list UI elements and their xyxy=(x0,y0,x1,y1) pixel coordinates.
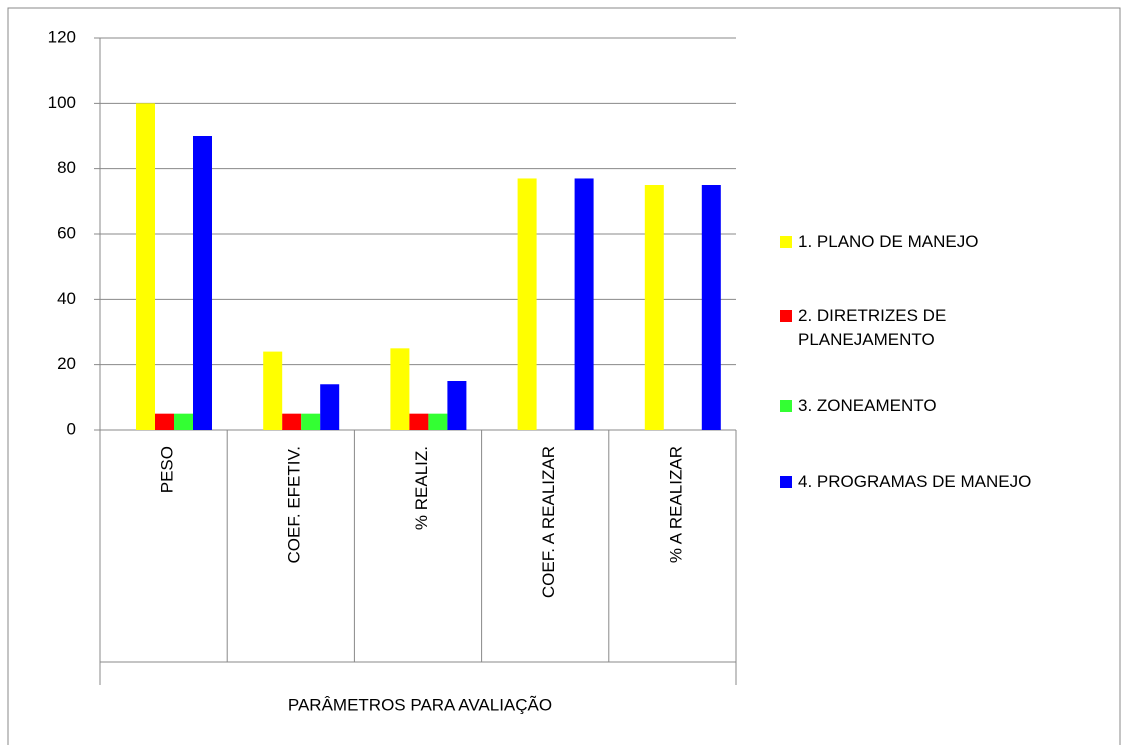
bar xyxy=(701,185,721,430)
bar xyxy=(574,178,594,430)
bar xyxy=(320,384,340,430)
bar xyxy=(263,351,283,430)
y-tick-label: 120 xyxy=(48,27,76,46)
legend-label: 1. PLANO DE MANEJO xyxy=(798,232,979,251)
legend-label: 2. DIRETRIZES DE PLANEJAMENTO xyxy=(798,306,947,349)
x-tick-label: COEF. EFETIV. xyxy=(285,446,304,563)
legend-entry: 1. PLANO DE MANEJO xyxy=(780,232,1110,254)
y-tick-label: 40 xyxy=(57,289,76,308)
x-tick-label: % A REALIZAR xyxy=(666,446,685,563)
bar xyxy=(282,413,302,430)
x-axis-label: PARÂMETROS PARA AVALIAÇÃO xyxy=(288,695,552,714)
legend-swatch xyxy=(780,310,792,322)
y-tick-label: 20 xyxy=(57,354,76,373)
y-tick-label: 60 xyxy=(57,223,76,242)
bar xyxy=(301,413,321,430)
y-tick-label: 0 xyxy=(67,419,76,438)
bar xyxy=(447,381,467,430)
legend-swatch xyxy=(780,400,792,412)
x-tick-label: PESO xyxy=(157,446,176,493)
bar xyxy=(428,413,448,430)
frame xyxy=(7,7,1121,745)
legend-entry: 3. ZONEAMENTO xyxy=(780,396,1110,418)
legend-label: 3. ZONEAMENTO xyxy=(798,396,937,415)
legend-swatch xyxy=(780,476,792,488)
y-tick-label: 100 xyxy=(48,93,76,112)
bar xyxy=(193,136,212,430)
bar xyxy=(409,413,429,430)
bar xyxy=(174,413,193,430)
bar xyxy=(155,413,174,430)
y-tick-label: 80 xyxy=(57,158,76,177)
bar xyxy=(390,348,410,430)
bar xyxy=(644,185,664,430)
legend-entry: 2. DIRETRIZES DE PLANEJAMENTO xyxy=(780,306,1110,352)
legend-swatch xyxy=(780,236,792,248)
legend-entry: 4. PROGRAMAS DE MANEJO xyxy=(780,472,1110,494)
bar xyxy=(517,178,537,430)
legend-label: 4. PROGRAMAS DE MANEJO xyxy=(798,472,1032,491)
x-tick-label: % REALIZ. xyxy=(412,446,431,530)
bar xyxy=(136,103,155,430)
x-tick-label: COEF. A REALIZAR xyxy=(539,446,558,598)
